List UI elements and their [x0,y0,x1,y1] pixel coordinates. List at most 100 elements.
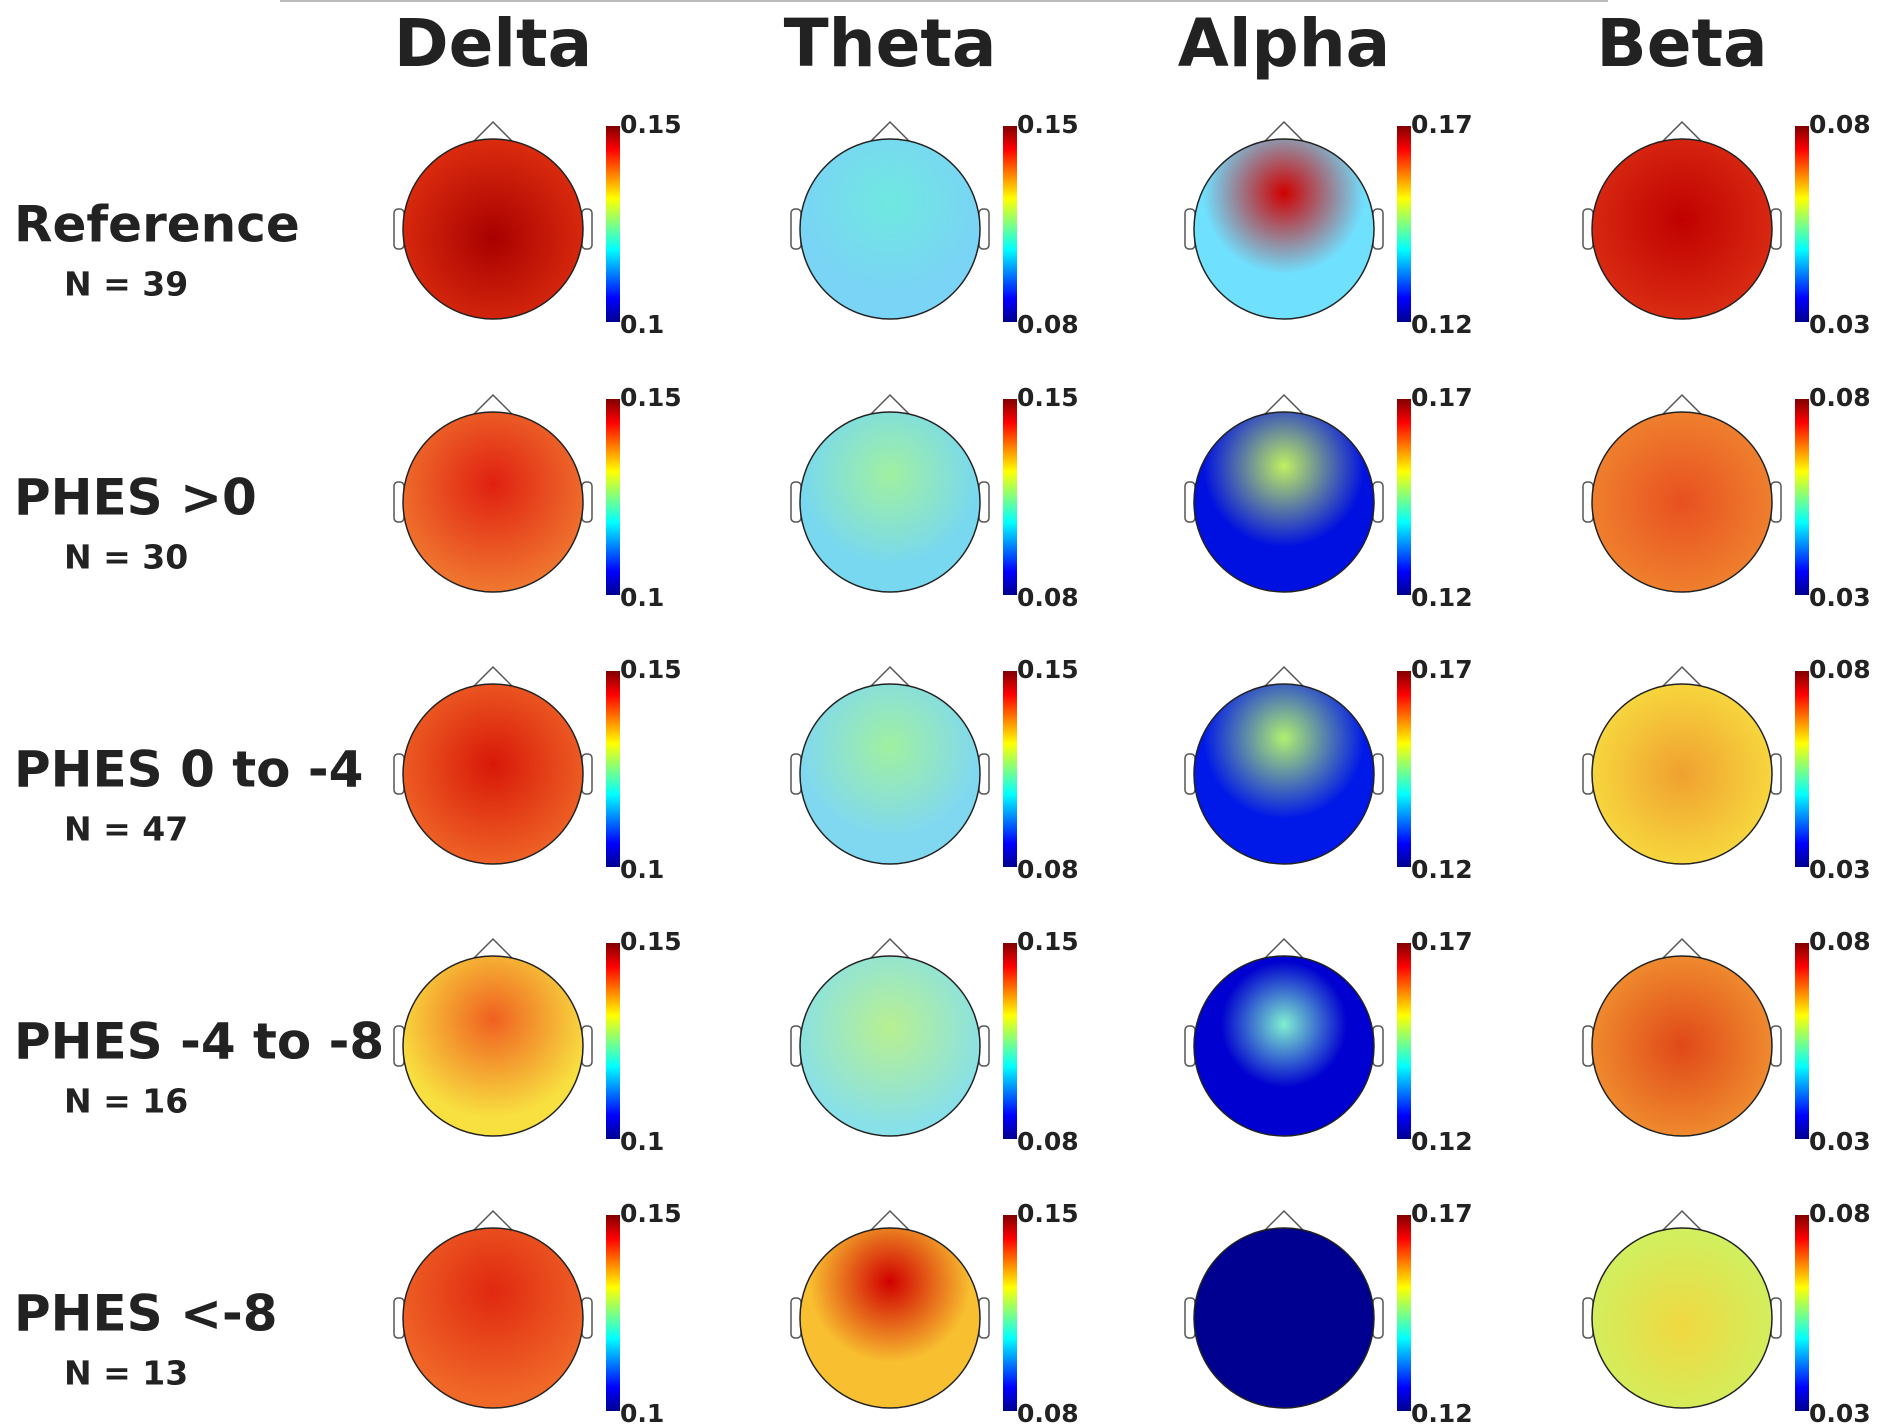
colorbar [606,126,620,322]
colorbar-max: 0.15 [620,927,682,956]
colorbar-max: 0.08 [1809,655,1871,684]
colorbar-max: 0.15 [1017,383,1079,412]
colorbar [1397,671,1411,867]
colorbar [606,943,620,1139]
band-title: Alpha [1178,5,1390,82]
colorbar-min: 0.08 [1017,855,1079,884]
colorbar-max: 0.17 [1411,110,1473,139]
nose [1661,120,1703,143]
topomap [393,1209,593,1409]
topomap [393,665,593,865]
colorbar-min: 0.12 [1411,1399,1473,1425]
topomap [790,937,990,1137]
topomap [1582,1209,1782,1409]
colorbar [1397,126,1411,322]
colorbar-min: 0.1 [620,855,664,884]
colorbar-min: 0.03 [1809,1127,1871,1156]
colorbar-min: 0.03 [1809,855,1871,884]
colorbar-max: 0.17 [1411,1199,1473,1228]
colorbar-min: 0.12 [1411,1127,1473,1156]
scalp [402,411,584,593]
group-label: Reference [14,196,300,254]
colorbar-min: 0.1 [620,310,664,339]
nose [1263,120,1305,143]
scalp [1193,411,1375,593]
colorbar-min: 0.08 [1017,310,1079,339]
colorbar-max: 0.15 [620,383,682,412]
colorbar-min: 0.1 [620,1399,664,1425]
colorbar-max: 0.08 [1809,927,1871,956]
nose [1263,1209,1305,1232]
nose [1263,393,1305,416]
nose [869,393,911,416]
colorbar-max: 0.15 [1017,1199,1079,1228]
colorbar-max: 0.15 [1017,110,1079,139]
scalp [402,1227,584,1409]
topomap [1184,1209,1384,1409]
topomap [1184,120,1384,320]
colorbar [1795,126,1809,322]
scalp [1591,138,1773,320]
band-title: Delta [394,5,592,82]
nose [869,1209,911,1232]
scalp [1193,138,1375,320]
scalp [799,138,981,320]
colorbar [1003,943,1017,1139]
colorbar-min: 0.12 [1411,855,1473,884]
scalp [1591,1227,1773,1409]
colorbar [606,671,620,867]
scalp [799,411,981,593]
scalp [402,138,584,320]
colorbar-min: 0.1 [620,583,664,612]
topomap [1184,937,1384,1137]
topomap [1582,393,1782,593]
nose [869,665,911,688]
topomap [790,665,990,865]
group-label: PHES >0 [14,469,257,527]
nose [1661,937,1703,960]
group-n: N = 16 [64,1082,188,1121]
nose [472,1209,514,1232]
band-title: Beta [1596,5,1767,82]
scalp [1193,683,1375,865]
nose [1661,393,1703,416]
group-n: N = 39 [64,265,188,304]
nose [869,937,911,960]
colorbar-max: 0.17 [1411,383,1473,412]
group-label: PHES -4 to -8 [14,1013,384,1071]
topomap [1582,665,1782,865]
colorbar [1397,1215,1411,1411]
topomap [1184,665,1384,865]
group-n: N = 30 [64,538,188,577]
scalp [402,955,584,1137]
colorbar-max: 0.15 [620,110,682,139]
band-title: Theta [784,5,997,82]
colorbar [1795,671,1809,867]
topomap [1582,120,1782,320]
nose [472,937,514,960]
colorbar [1003,671,1017,867]
group-label: PHES <-8 [14,1285,278,1343]
colorbar-max: 0.08 [1809,1199,1871,1228]
colorbar-min: 0.12 [1411,310,1473,339]
colorbar-max: 0.15 [1017,927,1079,956]
nose [1263,665,1305,688]
colorbar [1795,1215,1809,1411]
colorbar-min: 0.08 [1017,583,1079,612]
group-n: N = 13 [64,1354,188,1393]
colorbar-max: 0.08 [1809,383,1871,412]
colorbar [606,399,620,595]
colorbar [1003,399,1017,595]
nose [472,120,514,143]
colorbar-max: 0.15 [620,655,682,684]
colorbar-max: 0.08 [1809,110,1871,139]
topomap [393,937,593,1137]
topomap [1184,393,1384,593]
colorbar-min: 0.1 [620,1127,664,1156]
colorbar-max: 0.15 [1017,655,1079,684]
colorbar [1003,126,1017,322]
scalp [799,1227,981,1409]
colorbar-min: 0.03 [1809,1399,1871,1425]
colorbar-min: 0.03 [1809,310,1871,339]
